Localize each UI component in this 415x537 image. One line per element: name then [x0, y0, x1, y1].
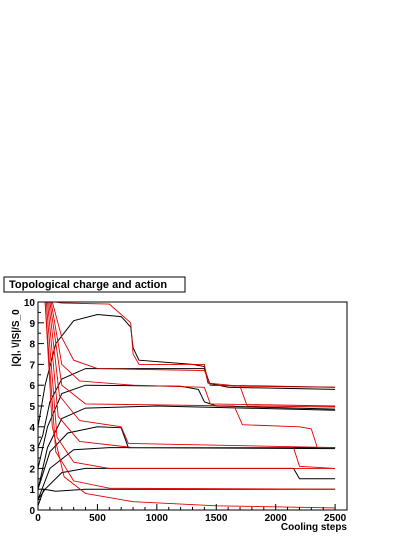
x-axis-title: Cooling steps: [281, 522, 348, 533]
action-line: [47, 301, 336, 469]
y-tick-label: 6: [29, 381, 35, 392]
action-line: [49, 301, 336, 449]
charge-line: [37, 426, 336, 490]
y-tick-label: 4: [29, 423, 35, 434]
y-axis: 0 1 2 3 4 5 6 7 8 9 10: [24, 298, 44, 517]
y-tick-label: 9: [29, 319, 35, 330]
plot-lines: [37, 301, 336, 511]
y-tick-label: 7: [29, 360, 35, 371]
x-tick-label: 0: [35, 513, 41, 524]
action-line: [45, 301, 336, 469]
y-tick-label: 0: [29, 506, 35, 517]
y-tick-label: 3: [29, 444, 35, 455]
y-axis-title: |Q|, \/|S|/S_0: [11, 309, 22, 367]
x-tick-label: 2500: [324, 513, 347, 524]
y-tick-label: 10: [24, 298, 36, 309]
y-tick-label: 2: [29, 464, 35, 475]
title-box: [3, 276, 186, 293]
action-line: [44, 301, 336, 490]
x-tick-label: 1500: [205, 513, 228, 524]
charge-line: [37, 447, 336, 500]
chart-title: Topological charge and action: [9, 279, 167, 291]
y-tick-label: 8: [29, 340, 35, 351]
y-tick-label: 5: [29, 402, 35, 413]
x-tick-label: 500: [89, 513, 106, 524]
y-tick-label: 1: [29, 485, 35, 496]
action-line: [51, 301, 336, 408]
x-tick-label: 2000: [265, 513, 288, 524]
x-axis: 0 500 1000 1500 2000 2500: [35, 504, 347, 524]
action-line: [55, 301, 336, 388]
charge-line: [37, 488, 336, 506]
action-line: [50, 301, 336, 407]
x-tick-label: 1000: [146, 513, 169, 524]
action-line: [48, 301, 336, 449]
charge-line: [37, 467, 336, 500]
